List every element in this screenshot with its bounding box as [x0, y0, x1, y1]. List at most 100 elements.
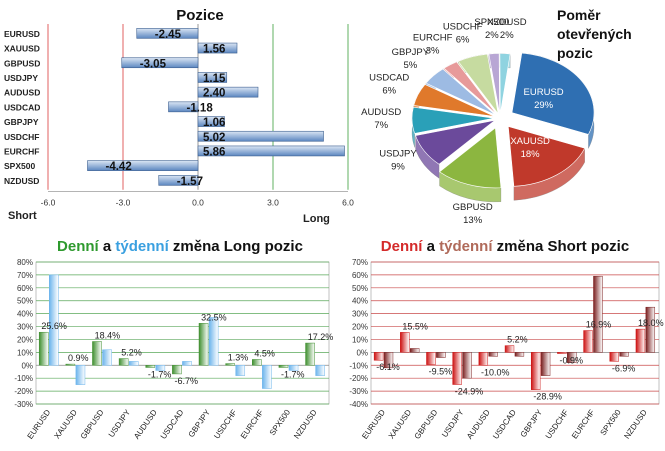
pie-slice-spx500	[488, 53, 500, 114]
data-label: 5.2%	[121, 348, 142, 358]
pie-label-name-gbpjpy: GBPJPY	[392, 47, 430, 58]
plot-area	[370, 261, 660, 405]
pie-slice-usdjpy	[415, 120, 496, 165]
y-tick-label: 60%	[17, 284, 33, 293]
value-label-xauusd: 1.56	[203, 44, 225, 56]
y-tick-label: 10%	[352, 335, 368, 344]
y-tick-label: 70%	[352, 258, 368, 267]
pie-label-name-nzdusd: NZDUSD	[487, 17, 527, 28]
bar-denn--spx500	[278, 365, 289, 368]
category-label-usdchf: USDCHF	[4, 132, 39, 142]
title-part: změna Long pozic	[169, 238, 303, 255]
data-label: -10.0%	[481, 367, 510, 377]
bar-denn--xauusd	[400, 332, 410, 353]
bar-denn--spx500	[609, 352, 619, 362]
data-label: 15.5%	[402, 321, 428, 331]
pie-label-value-eurchf: 3%	[426, 45, 440, 56]
pie-slice-eurchf	[443, 61, 497, 115]
category-label-nzdusd: NZDUSD	[622, 408, 649, 441]
pie-title-line-2: otevřených	[557, 26, 632, 42]
value-label-eurusd: -2.45	[155, 29, 182, 41]
long-chart-title: Denní a týdenní změna Long pozic	[57, 238, 303, 255]
bar-denn--gbpjpy	[198, 323, 209, 366]
category-label-usdjpy: USDJPY	[4, 73, 38, 83]
y-tick-label: 40%	[352, 297, 368, 306]
bar-gbpjpy	[197, 116, 225, 127]
bar-t-denn--audusd	[155, 365, 166, 371]
category-label-eurchf: EURCHF	[570, 408, 597, 441]
y-tick-label: -30%	[349, 387, 368, 396]
pie-label-value-nzdusd: 2%	[500, 30, 514, 41]
bar-t-denn--usdcad	[514, 352, 525, 357]
bar-t-denn--gbpusd	[436, 352, 446, 358]
pie-slice-xauusd	[507, 126, 586, 187]
pie-label-name-usdchf: USDCHF	[443, 21, 483, 32]
pie-slice-gbpjpy	[425, 68, 496, 116]
y-tick-label: 0%	[21, 361, 33, 370]
pie-label-name-gbpusd: GBPUSD	[453, 202, 493, 213]
bar-t-denn--eurchf	[262, 365, 272, 389]
data-label: -1.7%	[148, 369, 172, 379]
bar-denn--eurchf	[252, 359, 262, 366]
y-tick-label: 50%	[352, 284, 368, 293]
bar-denn--gbpjpy	[530, 352, 541, 390]
data-label: 16.9%	[586, 320, 612, 330]
category-label-usdchf: USDCHF	[212, 408, 239, 441]
pie-label-name-usdcad: USDCAD	[369, 72, 409, 83]
bar-denn--audusd	[478, 352, 489, 366]
bar-nzdusd	[158, 175, 199, 186]
category-label-usdcad: USDCAD	[491, 408, 518, 441]
bar-t-denn--nzdusd	[315, 365, 325, 376]
pie-slice-gbpusd	[439, 127, 502, 189]
category-label-audusd: AUDUSD	[4, 88, 40, 98]
bar-denn--usdchf	[225, 363, 235, 366]
pie-label-name-eurusd: EURUSD	[524, 87, 564, 98]
bar-t-denn--spx500	[619, 352, 629, 357]
title-part: Denní	[381, 238, 424, 255]
x-tick-label: 3.0	[267, 198, 279, 208]
y-tick-label: 80%	[17, 258, 33, 267]
category-label-eurusd: EURUSD	[26, 408, 53, 441]
y-tick-label: 30%	[17, 323, 33, 332]
data-label: -9.5%	[429, 367, 453, 377]
category-label-audusd: AUDUSD	[465, 408, 492, 441]
category-label-usdcad: USDCAD	[4, 102, 40, 112]
category-label-xauusd: XAUUSD	[4, 44, 40, 54]
title-part: týdenní	[439, 238, 493, 255]
value-label-usdchf: 5.02	[203, 132, 225, 144]
data-label: 1.3%	[228, 353, 249, 363]
bar-denn--eurusd	[373, 352, 384, 361]
data-label: 5.2%	[507, 335, 528, 345]
open-positions-pie-chart: Poměr otevřených pozic EURUSD 29% XAUUSD 18…	[361, 7, 632, 226]
pie-label-value-audusd: 7%	[374, 120, 388, 131]
y-tick-label: -10%	[14, 374, 33, 383]
bar-usdjpy	[197, 72, 228, 83]
bar-usdcad	[168, 101, 199, 113]
pie-slice-usdcad	[413, 84, 495, 117]
short-label: Short	[8, 210, 37, 222]
y-tick-label: 60%	[352, 271, 368, 280]
category-label-gbpjpy: GBPJPY	[187, 407, 213, 439]
data-label: -1.7%	[281, 369, 305, 379]
y-tick-label: -20%	[349, 374, 368, 383]
category-label-spx500: SPX500	[268, 408, 293, 438]
bar-t-denn--usdcad	[182, 361, 192, 366]
y-tick-label: -20%	[14, 387, 33, 396]
category-label-xauusd: XAUUSD	[387, 408, 414, 441]
data-label: 18.0%	[638, 318, 664, 328]
bar-xauusd	[197, 42, 238, 54]
y-tick-label: 10%	[17, 348, 33, 357]
bar-eurusd	[136, 28, 199, 39]
x-tick-label: -3.0	[116, 198, 131, 208]
bar-t-denn--eurusd	[49, 274, 59, 366]
bar-t-denn--xauusd	[75, 365, 86, 385]
y-tick-label: -10%	[349, 361, 368, 370]
pie-label-value-spx500: 2%	[485, 30, 499, 41]
y-tick-label: 50%	[17, 297, 33, 306]
x-tick-label: -6.0	[41, 198, 56, 208]
category-label-eurchf: EURCHF	[239, 408, 266, 441]
y-tick-label: 0%	[356, 348, 368, 357]
bar-denn--nzdusd	[305, 342, 315, 366]
pie-label-value-xauusd: 18%	[521, 149, 541, 160]
value-label-spx500: -4.42	[106, 161, 132, 173]
